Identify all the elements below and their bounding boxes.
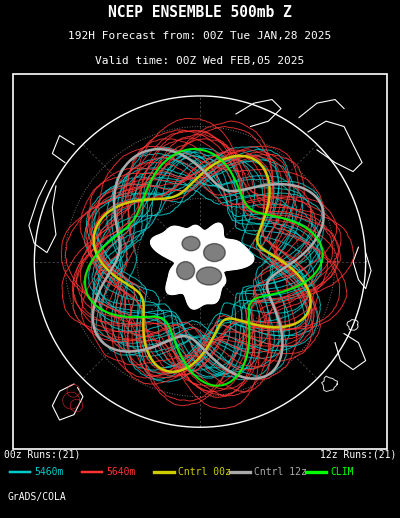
Text: Valid time: 00Z Wed FEB,05 2025: Valid time: 00Z Wed FEB,05 2025	[95, 56, 305, 66]
Text: 5640m: 5640m	[106, 467, 135, 477]
Text: Cntrl 12z: Cntrl 12z	[254, 467, 307, 477]
Text: 192H Forecast from: 00Z Tue JAN,28 2025: 192H Forecast from: 00Z Tue JAN,28 2025	[68, 31, 332, 41]
Text: Cntrl 00z: Cntrl 00z	[178, 467, 231, 477]
Text: 00z Runs:(21): 00z Runs:(21)	[4, 450, 80, 460]
Ellipse shape	[176, 262, 194, 280]
Text: 5460m: 5460m	[34, 467, 63, 477]
Text: 12z Runs:(21): 12z Runs:(21)	[320, 450, 396, 460]
Text: GrADS/COLA: GrADS/COLA	[8, 492, 67, 501]
Ellipse shape	[196, 267, 222, 285]
Ellipse shape	[182, 236, 200, 251]
Text: CLIM: CLIM	[330, 467, 354, 477]
Polygon shape	[150, 223, 254, 309]
Ellipse shape	[204, 243, 225, 262]
Text: NCEP ENSEMBLE 500mb Z: NCEP ENSEMBLE 500mb Z	[108, 6, 292, 21]
